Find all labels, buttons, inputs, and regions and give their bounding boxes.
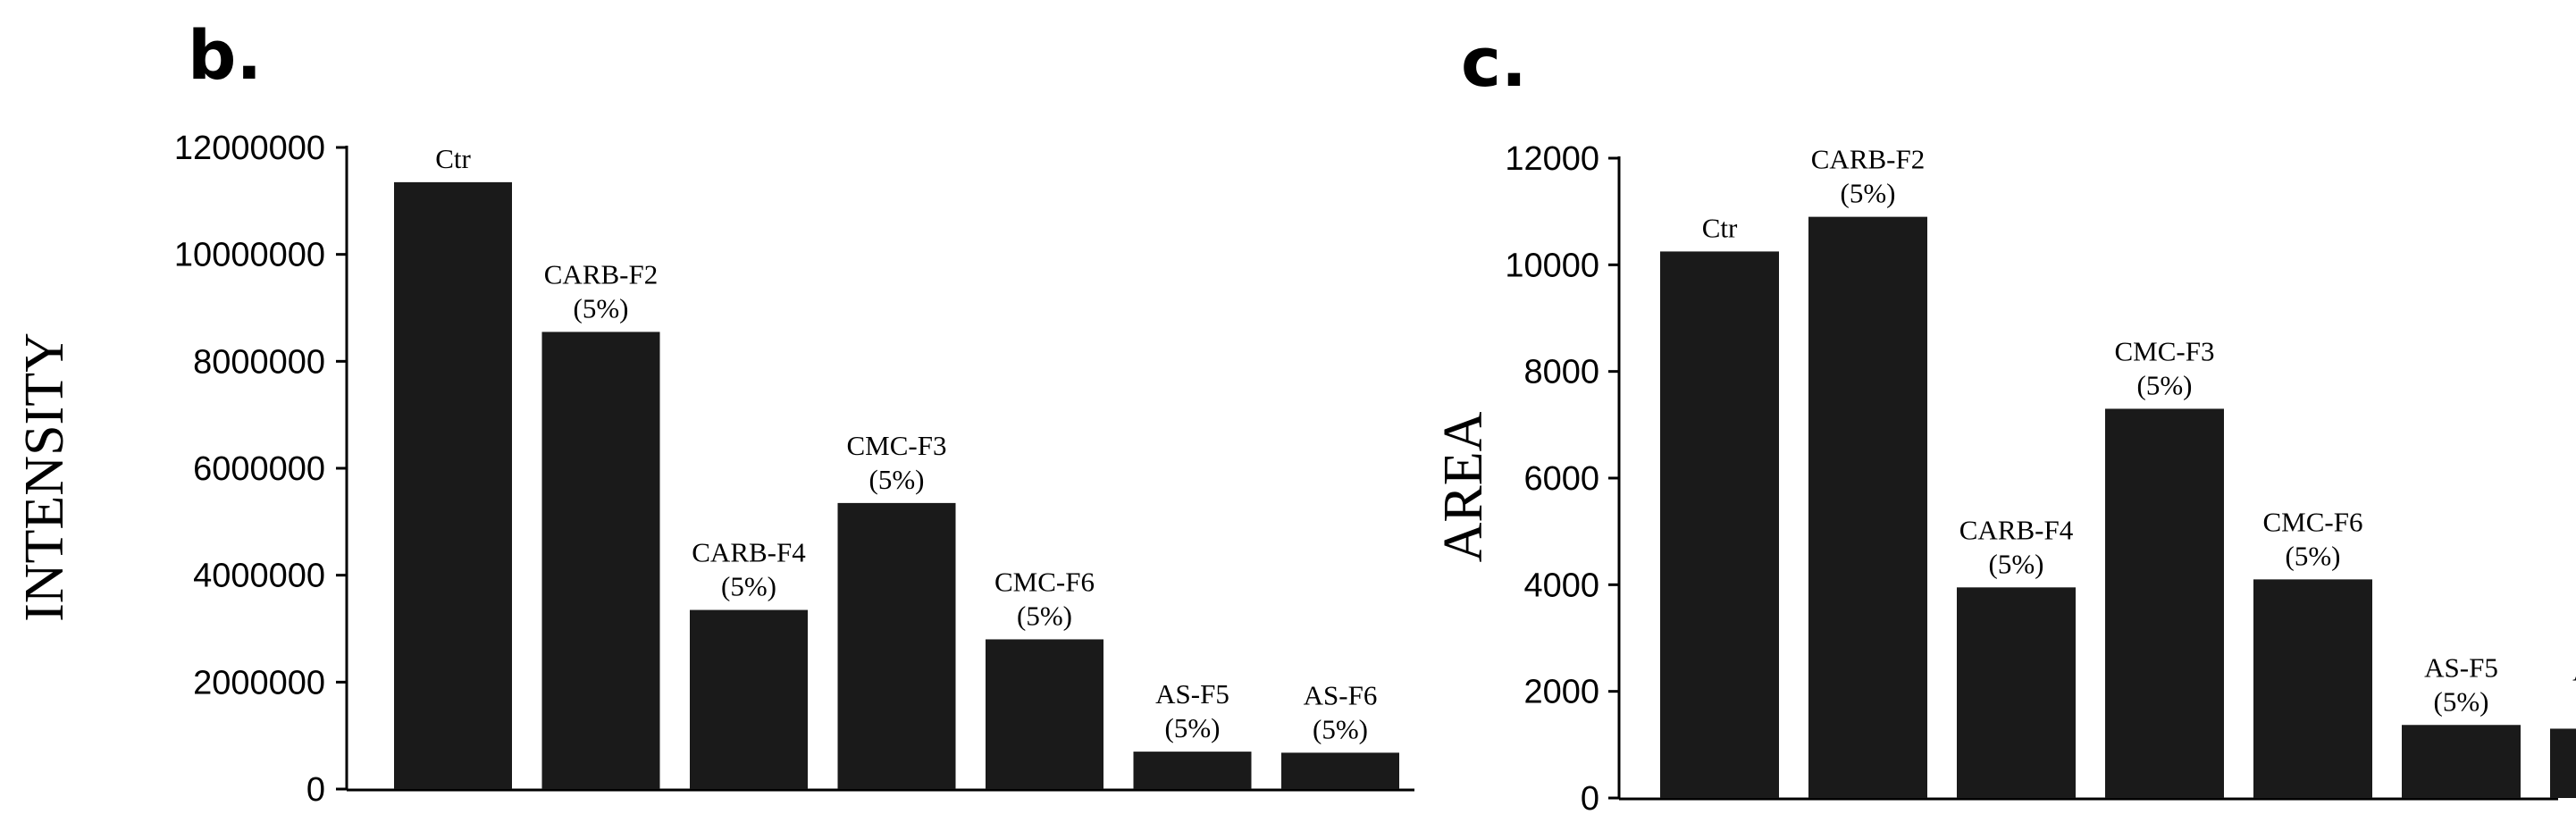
panel-letter: c.	[1461, 22, 1527, 102]
bar	[1133, 752, 1252, 789]
y-tick-label: 2000000	[193, 664, 325, 701]
bar-label: AS-F6	[1304, 679, 1378, 710]
bar-label: CARB-F2	[1811, 144, 1925, 175]
y-tick-label: 4000000	[193, 558, 325, 595]
bar-label: CMC-F3	[2115, 335, 2215, 366]
bar-label: (5%)	[2434, 685, 2489, 717]
bar	[690, 609, 808, 789]
chart-panel-c: c. 0 2000 4000 6000 8000 10000 12000 AREA Ctr CARB…	[1433, 22, 2576, 818]
bar-label: (5%)	[2286, 540, 2341, 571]
bar-label: AS-F5	[2424, 651, 2498, 683]
bar	[394, 181, 512, 789]
bar-label: CMC-F6	[994, 566, 1095, 597]
y-tick-label: 8000000	[193, 343, 325, 381]
y-tick-label: 6000000	[193, 450, 325, 488]
bar-label: (5%)	[574, 292, 629, 323]
bar	[1660, 251, 1779, 799]
bar-label: (5%)	[721, 571, 776, 602]
chart-panel-b: b. 0 2000000 4000000 6000000 8000000 10000000 1…	[14, 15, 1414, 809]
bar	[2402, 725, 2521, 798]
y-axis-title: INTENSITY	[14, 332, 75, 622]
bar-label: (5%)	[1313, 713, 1368, 744]
bar-label: CMC-F3	[847, 430, 947, 461]
bar-label: Ctr	[1702, 212, 1738, 243]
y-tick-label: 4000	[1523, 567, 1599, 604]
y-tick-label: 12000	[1505, 140, 1599, 178]
bar	[986, 639, 1103, 789]
bar-label: AS-F6	[2572, 655, 2576, 686]
bar-label: AS-F5	[1155, 678, 1229, 710]
bar-label: CARB-F4	[692, 537, 806, 568]
bar	[837, 502, 956, 789]
bar-label: Ctr	[435, 143, 471, 174]
bar-label: (5%)	[1989, 548, 2044, 579]
y-tick-label: 12000000	[174, 130, 325, 167]
bar-label: CMC-F6	[2263, 506, 2363, 537]
bar-label: (5%)	[1841, 178, 1896, 209]
bar	[2105, 408, 2224, 798]
y-tick-label: 10000	[1505, 247, 1599, 284]
panel-letter: b.	[188, 15, 262, 95]
y-tick-label: 10000000	[174, 237, 325, 274]
bar-label: CARB-F4	[1959, 514, 2074, 545]
bar-label: (5%)	[1165, 712, 1221, 743]
y-tick-label: 6000	[1523, 460, 1599, 498]
y-tick-label: 8000	[1523, 354, 1599, 391]
bar-label: CARB-F2	[544, 258, 658, 290]
bar	[1808, 216, 1927, 799]
bar-label: (5%)	[1017, 600, 1072, 631]
bar-label: (5%)	[2137, 369, 2193, 400]
y-axis-title: AREA	[1433, 411, 1494, 562]
bar	[2550, 728, 2576, 798]
y-tick-label: 0	[1581, 780, 1599, 818]
y-tick-label: 0	[306, 771, 325, 809]
bar-label: (5%)	[869, 464, 925, 495]
y-tick-label: 2000	[1523, 674, 1599, 711]
bar	[1957, 587, 2076, 798]
bar	[2253, 579, 2372, 798]
bar	[541, 332, 660, 789]
bar	[1281, 752, 1399, 789]
